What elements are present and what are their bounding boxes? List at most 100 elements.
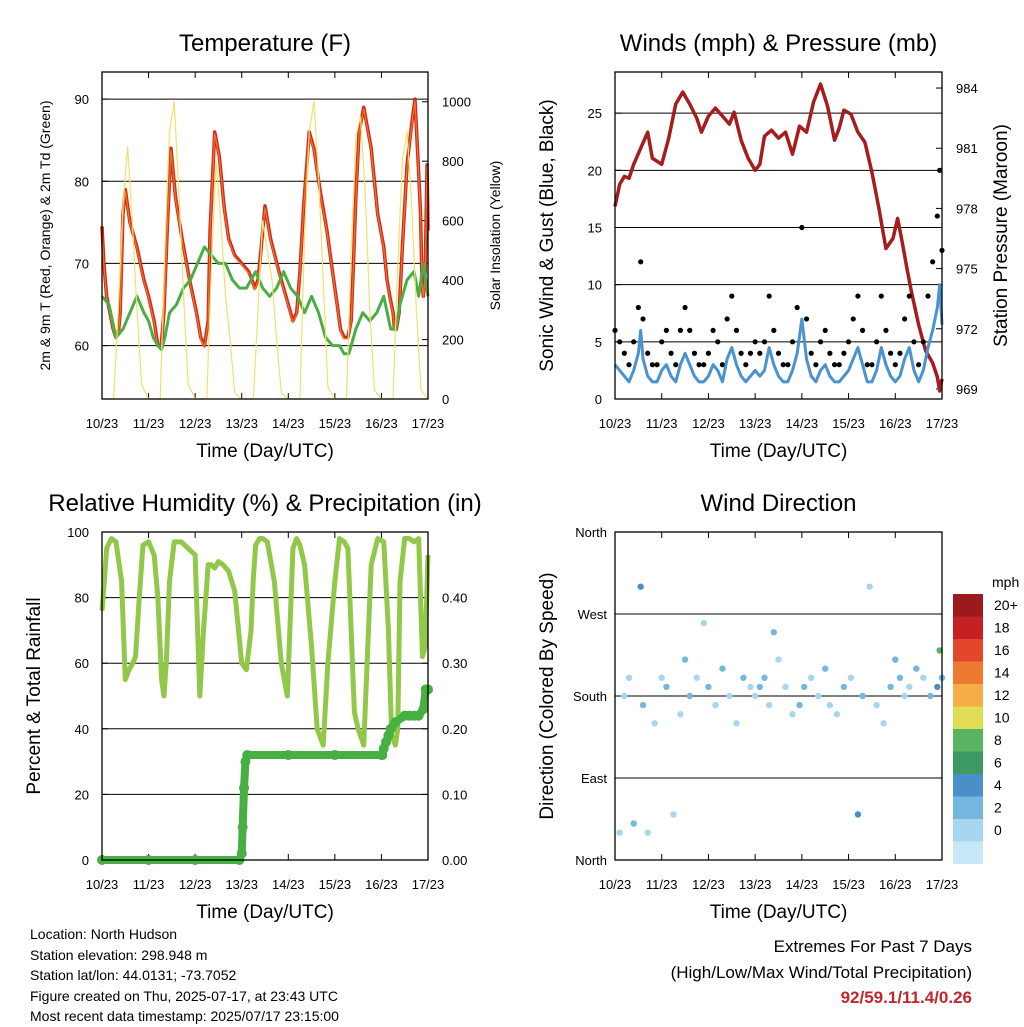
plot-frame — [614, 531, 943, 861]
direction-point — [726, 692, 733, 700]
direction-point — [822, 665, 829, 672]
gust-point — [691, 350, 698, 356]
y-tick-label: 100 — [67, 525, 89, 540]
gust-point — [813, 362, 819, 368]
x-axis-label: Time (Day/UTC) — [196, 441, 334, 462]
gust-point — [747, 350, 754, 356]
gust-point — [831, 362, 838, 368]
y-tick-label: 70 — [75, 256, 89, 271]
gust-point — [761, 339, 768, 345]
gust-point — [701, 362, 707, 368]
y2-tick-label: 1000 — [442, 95, 471, 110]
chart-title: Relative Humidity (%) & Precipitation (i… — [48, 490, 481, 517]
legend-label: 2 — [994, 800, 1002, 816]
latest-text: Most recent data timestamp: 2025/07/17 2… — [30, 1008, 339, 1024]
legend-swatch — [953, 729, 983, 752]
direction-point — [761, 674, 768, 681]
gust-point — [897, 350, 903, 356]
legend-label: 18 — [994, 620, 1010, 636]
gust-point — [883, 327, 889, 333]
x-tick-label: 12/23 — [692, 877, 725, 892]
y-tick-label: 15 — [588, 220, 602, 235]
x-tick-label: 16/23 — [365, 877, 398, 892]
x-tick-label: 11/23 — [646, 416, 678, 431]
x-tick-label: 16/23 — [879, 416, 912, 431]
gust-point — [710, 327, 716, 333]
y-tick-label: 20 — [75, 787, 89, 802]
legend-swatch — [953, 796, 983, 819]
gust-point — [733, 327, 740, 333]
direction-point — [887, 683, 894, 691]
x-tick-label: 12/23 — [179, 416, 212, 431]
direction-point — [934, 683, 941, 691]
precip-line — [98, 685, 432, 864]
direction-point — [733, 720, 740, 727]
x-tick-label: 11/23 — [133, 416, 165, 431]
y2-tick-label: 0.40 — [442, 591, 467, 606]
direction-point — [936, 647, 943, 654]
direction-point — [796, 701, 803, 709]
gust-point — [902, 316, 908, 322]
gust-point — [738, 350, 744, 356]
x-tick-label: 10/23 — [86, 877, 119, 892]
location-text: Location: North Hudson — [30, 926, 178, 942]
plot-frame — [614, 71, 943, 400]
direction-point — [765, 701, 773, 709]
precip-point — [283, 750, 294, 761]
plot-frame — [101, 531, 429, 861]
legend-label: 20+ — [994, 597, 1018, 613]
gust-point — [654, 362, 660, 368]
x-tick-label: 11/23 — [133, 877, 165, 892]
x-tick-label: 12/23 — [179, 877, 212, 892]
x-tick-label: 17/23 — [412, 416, 445, 431]
latlon-text: Station lat/lon: 44.0131; -73.7052 — [30, 967, 237, 983]
gust-point — [841, 350, 847, 356]
direction-point — [906, 683, 913, 691]
direction-point — [880, 720, 887, 727]
gust-point — [920, 339, 926, 345]
legend-swatch — [953, 684, 983, 707]
gust-point — [822, 327, 828, 333]
gust-point — [916, 362, 922, 368]
x-tick-label: 15/23 — [832, 877, 865, 892]
gust-point — [888, 350, 894, 356]
x-tick-label: 16/23 — [365, 416, 398, 431]
x-tick-label: 16/23 — [879, 877, 912, 892]
gust-point — [743, 362, 749, 368]
precip-point — [239, 782, 250, 793]
y-tick-label: 90 — [75, 92, 89, 107]
y-axis-label: Sonic Wind & Gust (Blue, Black) — [537, 99, 558, 371]
gust-point — [794, 304, 800, 311]
precip-point — [418, 704, 429, 715]
gust-point — [705, 350, 712, 356]
gust-point — [836, 362, 842, 368]
legend-label: 10 — [994, 710, 1010, 726]
direction-point — [616, 829, 623, 836]
y-tick-label: 20 — [588, 163, 602, 178]
gust-point — [906, 293, 912, 299]
gust-point — [937, 167, 943, 173]
direction-point — [815, 692, 822, 700]
legend-label: 14 — [994, 665, 1010, 681]
direction-point — [847, 674, 855, 681]
direction-point — [719, 665, 726, 672]
gust-point — [859, 327, 866, 333]
gust-point — [775, 350, 782, 356]
direction-point — [901, 692, 908, 700]
y-tick-label: South — [573, 689, 607, 704]
gust-point — [817, 339, 824, 345]
legend-swatch — [953, 819, 983, 842]
gust-point — [827, 350, 833, 356]
gust-point — [869, 362, 875, 368]
extremes-block: Extremes For Past 7 Days (High/Low/Max W… — [671, 934, 972, 1011]
direction-point — [866, 583, 873, 590]
direction-point — [625, 674, 633, 681]
y2-tick-label: 200 — [442, 333, 464, 348]
x-tick-label: 11/23 — [646, 877, 678, 892]
x-tick-label: 14/23 — [272, 877, 305, 892]
extremes-subtitle: (High/Low/Max Wind/Total Precipitation) — [670, 962, 972, 982]
direction-point — [658, 674, 665, 681]
gust-point — [785, 362, 791, 368]
x-axis-label: Time (Day/UTC) — [710, 902, 848, 923]
legend-label: 0 — [994, 822, 1002, 838]
